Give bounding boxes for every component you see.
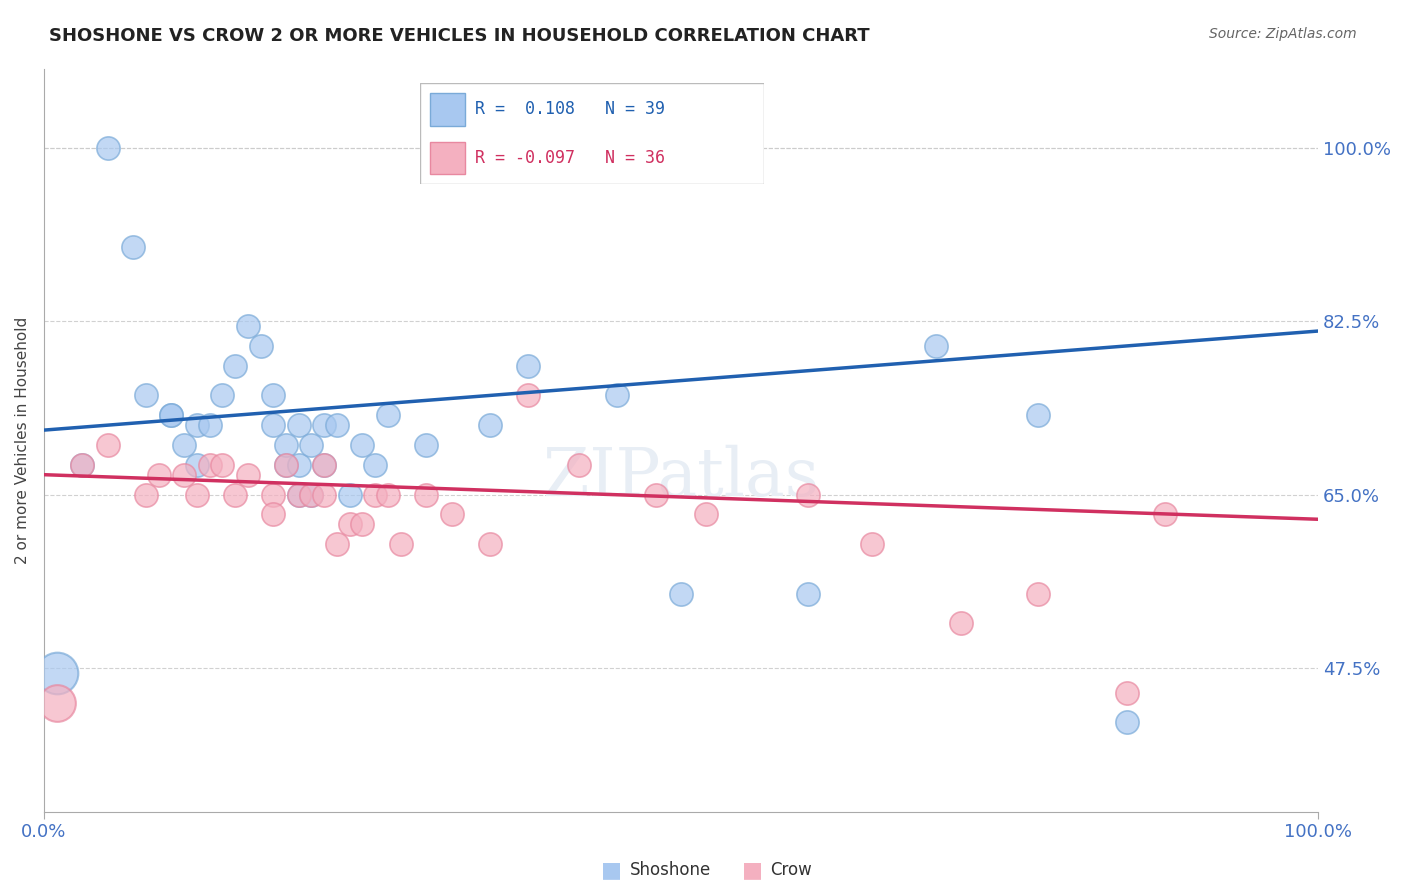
Point [173,438,195,452]
Text: Shoshone: Shoshone [630,861,711,879]
Point [186,458,208,472]
Point [198,458,221,472]
Point [669,586,692,600]
Point [440,508,463,522]
Point [415,438,437,452]
Point [122,240,145,254]
Point [415,487,437,501]
Text: ■: ■ [602,860,621,880]
Text: Crow: Crow [770,861,813,879]
Point [1116,685,1139,699]
Point [1026,409,1049,423]
Point [377,409,399,423]
Point [517,359,540,373]
Point [262,508,284,522]
Point [314,418,336,433]
Point [45,665,67,680]
Text: ZIPatlas: ZIPatlas [543,444,818,510]
Point [326,537,349,551]
Point [377,487,399,501]
Point [97,141,120,155]
Text: SHOSHONE VS CROW 2 OR MORE VEHICLES IN HOUSEHOLD CORRELATION CHART: SHOSHONE VS CROW 2 OR MORE VEHICLES IN H… [49,27,870,45]
Point [1116,715,1139,730]
Point [339,487,361,501]
Point [211,388,233,402]
Point [262,388,284,402]
Point [695,508,717,522]
Point [186,487,208,501]
Point [364,458,387,472]
Point [236,319,259,334]
Point [70,458,93,472]
Point [326,418,349,433]
Point [249,339,271,353]
Point [160,409,183,423]
Point [274,438,297,452]
Point [70,458,93,472]
Point [287,487,309,501]
Y-axis label: 2 or more Vehicles in Household: 2 or more Vehicles in Household [15,317,30,564]
Point [274,458,297,472]
Point [287,418,309,433]
Point [186,418,208,433]
Text: ■: ■ [742,860,762,880]
Point [339,517,361,532]
Point [224,359,246,373]
Point [568,458,591,472]
Point [274,458,297,472]
Point [517,388,540,402]
Point [97,438,120,452]
Point [606,388,628,402]
Text: Source: ZipAtlas.com: Source: ZipAtlas.com [1209,27,1357,41]
Point [135,487,157,501]
Point [262,418,284,433]
Point [45,696,67,710]
Point [1026,586,1049,600]
Point [950,616,973,631]
Point [644,487,666,501]
Point [135,388,157,402]
Point [301,438,323,452]
Point [797,487,820,501]
Point [236,467,259,482]
Point [198,418,221,433]
Point [314,458,336,472]
Point [1154,508,1177,522]
Point [173,467,195,482]
Point [925,339,948,353]
Point [478,418,501,433]
Point [287,487,309,501]
Point [797,586,820,600]
Point [314,458,336,472]
Point [352,438,374,452]
Point [352,517,374,532]
Point [860,537,883,551]
Point [148,467,170,482]
Point [389,537,412,551]
Point [287,458,309,472]
Point [478,537,501,551]
Point [224,487,246,501]
Point [301,487,323,501]
Point [314,487,336,501]
Point [301,487,323,501]
Point [262,487,284,501]
Point [211,458,233,472]
Point [160,409,183,423]
Point [364,487,387,501]
